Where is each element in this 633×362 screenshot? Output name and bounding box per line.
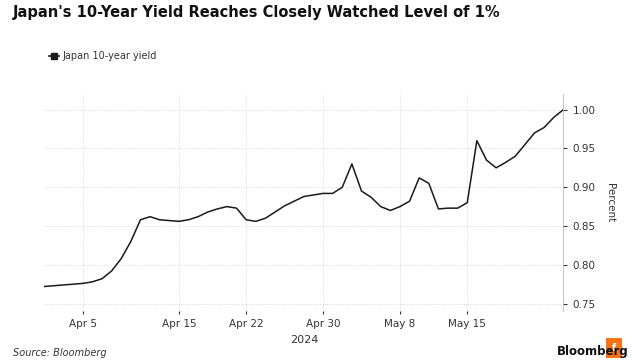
Y-axis label: Percent: Percent [605,183,615,222]
Legend: Japan 10-year yield: Japan 10-year yield [49,51,157,61]
X-axis label: 2024: 2024 [290,334,318,345]
Text: Bloomberg: Bloomberg [557,345,629,358]
Text: f: f [612,344,617,353]
Text: Source: Bloomberg: Source: Bloomberg [13,348,106,358]
Text: Japan's 10-Year Yield Reaches Closely Watched Level of 1%: Japan's 10-Year Yield Reaches Closely Wa… [13,5,500,20]
